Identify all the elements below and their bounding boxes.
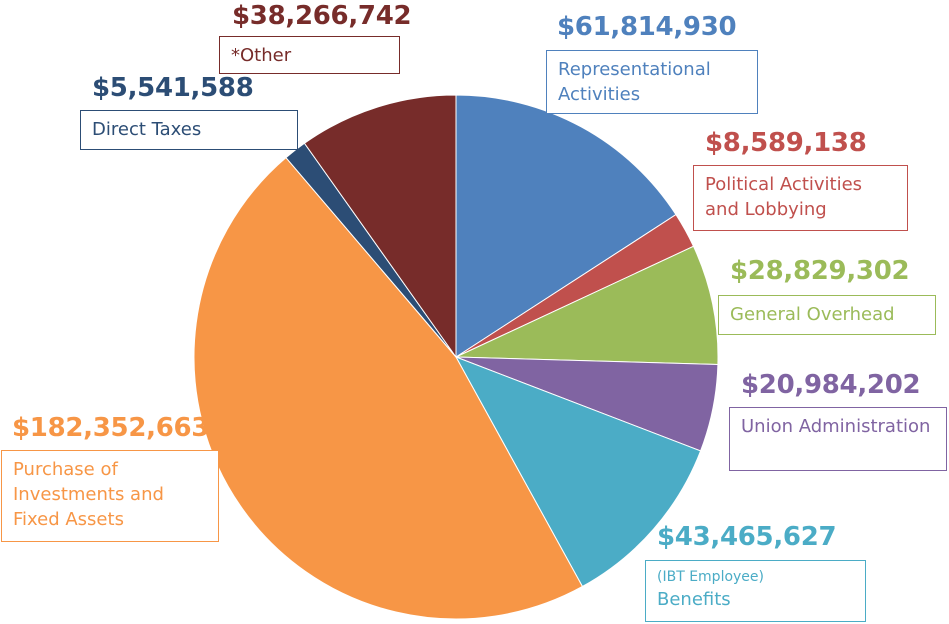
value-label: $182,352,663 (12, 413, 210, 443)
category-label: Direct Taxes (80, 110, 298, 150)
value-label: $5,541,588 (92, 73, 254, 103)
pie-slice-5 (193, 156, 584, 620)
pie-slice-2 (455, 245, 719, 365)
category-label: *Other (219, 36, 400, 74)
category-label: Representational Activities (546, 50, 758, 114)
category-label-prefix: (IBT Employee) (657, 569, 764, 585)
category-label-box: (IBT Employee) Benefits (645, 560, 866, 622)
category-label: Union Administration (729, 407, 947, 471)
category-label: Political Activities and Lobbying (693, 165, 908, 231)
value-label: $38,266,742 (232, 1, 412, 31)
value-label: $20,984,202 (741, 370, 921, 400)
value-label: $61,814,930 (557, 12, 737, 42)
pie-slice-0 (455, 94, 677, 358)
pie-slice-7 (303, 94, 457, 359)
value-label: $28,829,302 (730, 256, 910, 286)
value-label: $8,589,138 (705, 128, 867, 158)
category-label: General Overhead (718, 295, 936, 335)
category-label: Benefits (657, 589, 731, 610)
category-label: Purchase of Investments and Fixed Assets (1, 450, 219, 542)
value-label: $43,465,627 (657, 522, 837, 552)
pie-slice-4 (454, 356, 702, 588)
